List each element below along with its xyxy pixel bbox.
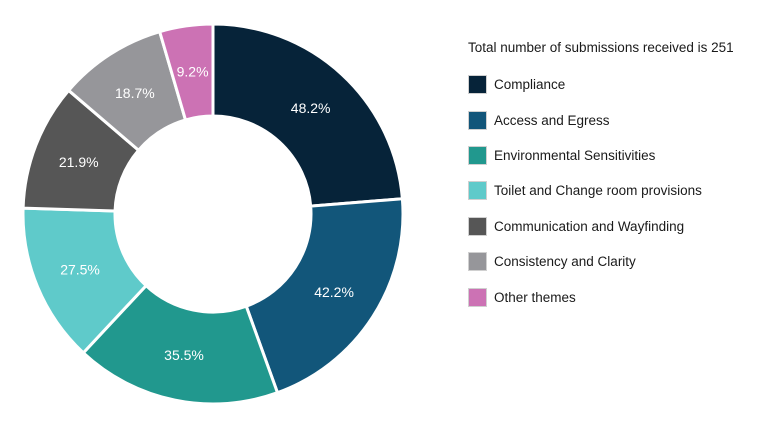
legend-items: Compliance Access and Egress Environmental…: [468, 67, 768, 315]
slice-label-environmental-sensitivities: 35.5%: [164, 347, 204, 363]
legend-item-other-themes: Other themes: [468, 279, 768, 314]
slice-environmental-sensitivities: [81, 284, 279, 406]
donut-slice-labels: 48.2% 42.2% 35.5% 27.5% 21.9% 18.7% 9.2%: [59, 63, 354, 363]
donut-chart: 48.2% 42.2% 35.5% 27.5% 21.9% 18.7% 9.2%: [21, 22, 405, 406]
legend-item-access-and-egress: Access and Egress: [468, 102, 768, 137]
legend: Total number of submissions received is …: [468, 40, 768, 315]
legend-item-compliance: Compliance: [468, 67, 768, 102]
chart-title: Total number of submissions received is …: [468, 40, 734, 55]
legend-item-toilet-and-change-room-provisions: Toilet and Change room provisions: [468, 173, 768, 208]
legend-label: Communication and Wayfinding: [494, 218, 685, 234]
slice-label-consistency-and-clarity: 18.7%: [115, 85, 155, 101]
legend-item-consistency-and-clarity: Consistency and Clarity: [468, 244, 768, 279]
legend-label: Compliance: [494, 77, 566, 93]
donut-slices: [21, 22, 405, 406]
slice-label-communication-and-wayfinding: 21.9%: [59, 154, 99, 170]
legend-label: Consistency and Clarity: [494, 254, 636, 270]
legend-swatch: [468, 252, 487, 272]
slice-label-other-themes: 9.2%: [177, 63, 209, 79]
slice-label-compliance: 48.2%: [291, 100, 331, 116]
legend-swatch: [468, 216, 487, 236]
legend-label: Access and Egress: [494, 112, 610, 128]
slice-label-access-and-egress: 42.2%: [314, 284, 354, 300]
slice-label-toilet-and-change-room-provisions: 27.5%: [60, 261, 100, 277]
legend-swatch: [468, 287, 487, 307]
legend-item-communication-and-wayfinding: Communication and Wayfinding: [468, 209, 768, 244]
slice-other-themes: [158, 22, 215, 122]
legend-swatch: [468, 181, 487, 201]
legend-item-environmental-sensitivities: Environmental Sensitivities: [468, 138, 768, 173]
legend-label: Environmental Sensitivities: [494, 147, 656, 163]
legend-swatch: [468, 145, 487, 165]
legend-label: Toilet and Change room provisions: [494, 183, 702, 199]
legend-label: Other themes: [494, 289, 576, 305]
legend-swatch: [468, 75, 487, 95]
slice-access-and-egress: [244, 197, 405, 395]
slice-compliance: [211, 22, 404, 208]
legend-swatch: [468, 110, 487, 130]
